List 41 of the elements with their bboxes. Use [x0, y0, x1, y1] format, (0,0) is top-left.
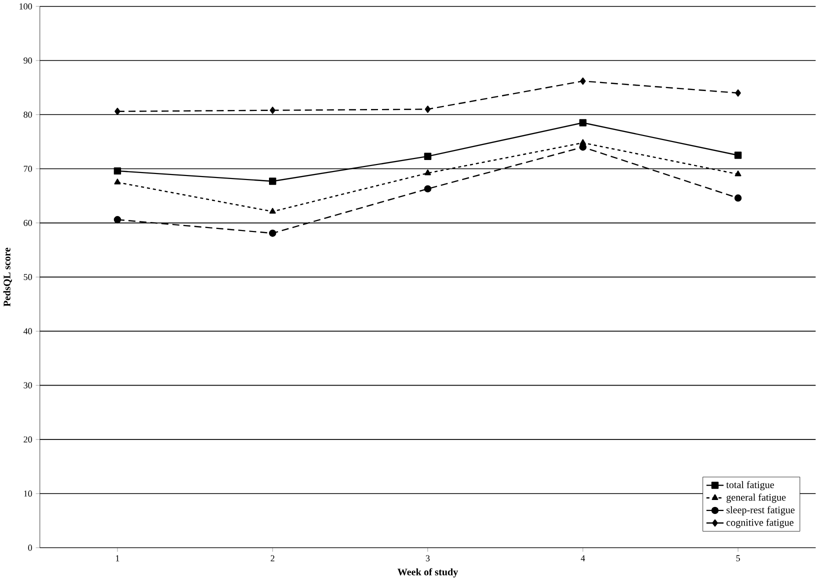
legend-label: general fatigue [726, 494, 786, 503]
point [424, 106, 431, 113]
point [734, 152, 742, 159]
legend-label: total fatigue [726, 481, 774, 490]
y-tick-label: 20 [24, 436, 32, 443]
point [579, 119, 587, 126]
y-tick-label: 40 [23, 328, 32, 334]
point [114, 167, 122, 175]
x-tick-label: 1 [116, 555, 120, 562]
point [270, 106, 276, 114]
y-tick-label: 10 [24, 490, 32, 497]
point [735, 89, 741, 97]
point [734, 194, 742, 202]
y-tick-label: 100 [20, 3, 32, 10]
point [114, 216, 122, 224]
point [114, 108, 120, 116]
y-axis-title: PedsQL score [3, 248, 12, 307]
point [268, 230, 276, 237]
point [579, 144, 587, 151]
x-tick-label: 3 [426, 555, 430, 562]
y-tick-label: 0 [28, 544, 32, 551]
point [268, 178, 276, 185]
x-tick-label: 5 [736, 555, 740, 562]
point [114, 178, 121, 185]
x-axis-title: Week of study [398, 568, 458, 578]
legend-label: cognitive fatigue [726, 518, 794, 528]
y-tick-label: 60 [24, 220, 32, 226]
point [424, 152, 432, 160]
x-tick-label: 2 [270, 555, 274, 562]
point [424, 185, 432, 193]
point [580, 78, 586, 85]
point [734, 170, 742, 176]
y-tick-label: 30 [24, 382, 32, 388]
legend-label: sleep-rest fatigue [726, 506, 795, 516]
y-tick-label: 90 [24, 58, 32, 64]
y-tick-label: 50 [24, 274, 32, 280]
y-tick-label: 80 [24, 112, 32, 118]
point [269, 208, 276, 214]
point [424, 170, 431, 176]
y-tick-label: 70 [24, 166, 32, 172]
x-tick-label: 4 [580, 555, 586, 562]
